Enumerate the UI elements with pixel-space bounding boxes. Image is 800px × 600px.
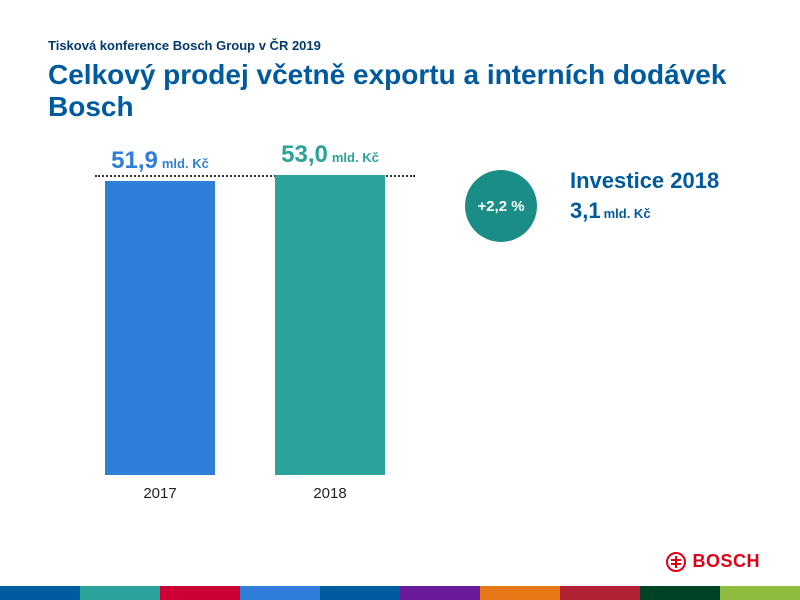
bar-value-label: 51,9mld. Kč — [75, 147, 245, 175]
growth-badge: +2,2 % — [465, 170, 537, 242]
investment-title: Investice 2018 — [570, 168, 719, 194]
investment-value-number: 3,1 — [570, 198, 601, 223]
footer-color-stripe — [0, 586, 800, 600]
page-title: Celkový prodej včetně exportu a interníc… — [48, 59, 752, 123]
bosch-logo-icon — [666, 552, 686, 572]
footer-segment — [480, 586, 560, 600]
bar-x-label: 2017 — [105, 485, 215, 502]
footer-segment — [320, 586, 400, 600]
bar-x-label: 2018 — [275, 485, 385, 502]
footer-segment — [400, 586, 480, 600]
investment-value-unit: mld. Kč — [604, 206, 651, 221]
bosch-logo: BOSCH — [666, 551, 760, 572]
footer-segment — [720, 586, 800, 600]
footer-segment — [640, 586, 720, 600]
footer-segment — [80, 586, 160, 600]
bar-chart: 201751,9mld. Kč201853,0mld. Kč — [85, 145, 425, 505]
bar-2018 — [275, 175, 385, 475]
kicker-text: Tisková konference Bosch Group v ČR 2019 — [48, 38, 752, 53]
footer-segment — [160, 586, 240, 600]
bar-value-label: 53,0mld. Kč — [245, 141, 415, 169]
footer-segment — [560, 586, 640, 600]
investment-value: 3,1mld. Kč — [570, 198, 719, 224]
footer-segment — [0, 586, 80, 600]
footer-segment — [240, 586, 320, 600]
growth-badge-text: +2,2 % — [477, 198, 524, 215]
bosch-logo-text: BOSCH — [692, 551, 760, 572]
investment-block: Investice 2018 3,1mld. Kč — [570, 168, 719, 224]
header: Tisková konference Bosch Group v ČR 2019… — [48, 38, 752, 123]
bar-2017 — [105, 181, 215, 475]
slide: Tisková konference Bosch Group v ČR 2019… — [0, 0, 800, 600]
